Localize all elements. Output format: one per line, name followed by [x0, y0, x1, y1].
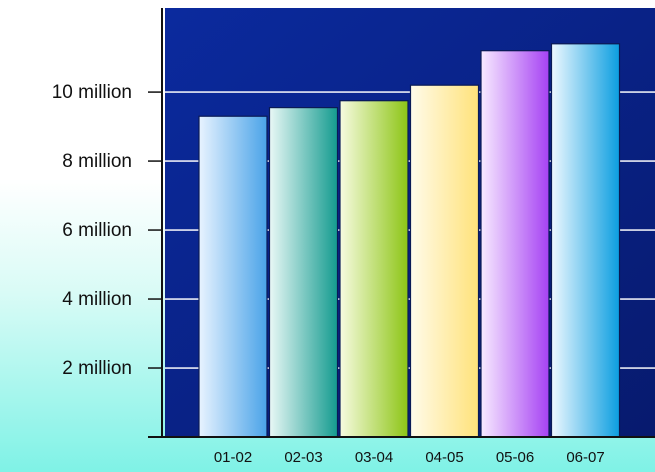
y-tick-label: 10 million — [52, 82, 132, 103]
x-tick-label: 06-07 — [566, 449, 604, 466]
y-tick-label: 2 million — [62, 358, 132, 379]
y-tick-label: 8 million — [62, 151, 132, 172]
y-tick-label: 6 million — [62, 220, 132, 241]
bar-04-05 — [409, 84, 480, 438]
x-tick-label: 03-04 — [355, 449, 393, 466]
x-tick-label: 05-06 — [496, 449, 534, 466]
bar-03-04 — [339, 100, 409, 438]
bar-02-03 — [268, 107, 339, 438]
bar-01-02 — [198, 115, 268, 438]
bar-06-07 — [550, 43, 621, 438]
x-tick-label: 04-05 — [425, 449, 463, 466]
bar-05-06 — [480, 50, 550, 438]
x-tick-label: 01-02 — [214, 449, 252, 466]
y-tick-label: 4 million — [62, 289, 132, 310]
x-tick-label: 02-03 — [284, 449, 322, 466]
